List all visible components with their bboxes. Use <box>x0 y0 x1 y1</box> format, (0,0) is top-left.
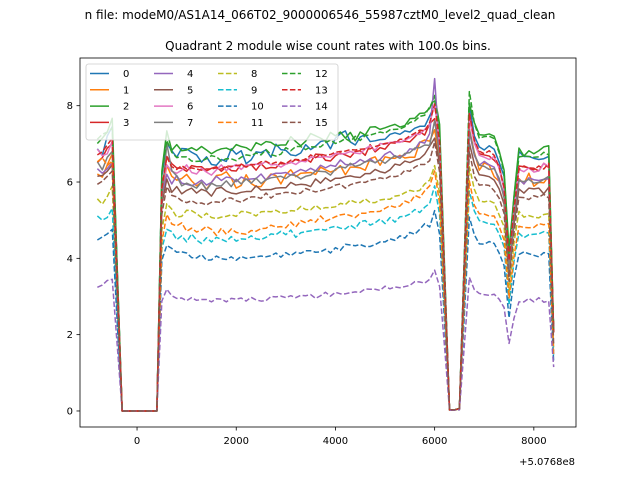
legend-label-14: 14 <box>315 102 328 113</box>
x-tick-label: 8000 <box>521 436 546 447</box>
y-tick-label: 6 <box>67 178 73 189</box>
legend-box <box>85 63 339 141</box>
series-line-2 <box>96 94 555 412</box>
plot-lines <box>96 77 555 412</box>
series-line-10 <box>96 209 555 412</box>
legend-label-0: 0 <box>123 69 129 80</box>
series-line-9 <box>96 185 555 412</box>
x-offset-label: +5.0768e8 <box>519 457 575 468</box>
series-line-13 <box>96 103 555 412</box>
chart-title: Quadrant 2 module wise count rates with … <box>165 39 491 53</box>
y-tick-label: 2 <box>67 330 73 341</box>
x-tick-label: 4000 <box>323 436 348 447</box>
x-tick-label: 0 <box>134 436 140 447</box>
x-axis: 0 2000 4000 6000 8000 <box>134 427 547 447</box>
legend-label-7: 7 <box>187 118 193 129</box>
legend-label-6: 6 <box>187 102 193 113</box>
axes-frame <box>79 57 577 428</box>
legend-label-8: 8 <box>251 69 257 80</box>
legend-label-11: 11 <box>251 118 264 129</box>
series-line-11 <box>96 156 555 412</box>
y-axis: 0 2 4 6 8 <box>67 101 80 417</box>
series-line-14 <box>97 269 555 412</box>
legend-label-3: 3 <box>123 118 129 129</box>
legend-label-4: 4 <box>187 69 193 80</box>
legend-label-5: 5 <box>187 85 193 96</box>
x-tick-label: 6000 <box>422 436 447 447</box>
series-line-5 <box>97 137 555 412</box>
header-file-text: n file: modeM0/AS1A14_066T02_9000006546_… <box>85 8 556 22</box>
legend-label-1: 1 <box>123 85 129 96</box>
legend-label-2: 2 <box>123 102 129 113</box>
series-line-8 <box>96 164 555 412</box>
y-tick-label: 0 <box>67 406 73 417</box>
x-tick-label: 2000 <box>224 436 249 447</box>
series-line-1 <box>96 128 555 412</box>
series-line-15 <box>96 141 555 412</box>
legend-label-9: 9 <box>251 85 257 96</box>
legend-label-15: 15 <box>315 118 328 129</box>
series-line-12 <box>96 90 555 412</box>
series-line-7 <box>96 119 555 412</box>
legend-label-12: 12 <box>315 69 328 80</box>
legend-label-10: 10 <box>251 102 264 113</box>
y-tick-label: 8 <box>67 101 73 112</box>
legend-label-13: 13 <box>315 85 328 96</box>
y-tick-label: 4 <box>67 254 73 265</box>
